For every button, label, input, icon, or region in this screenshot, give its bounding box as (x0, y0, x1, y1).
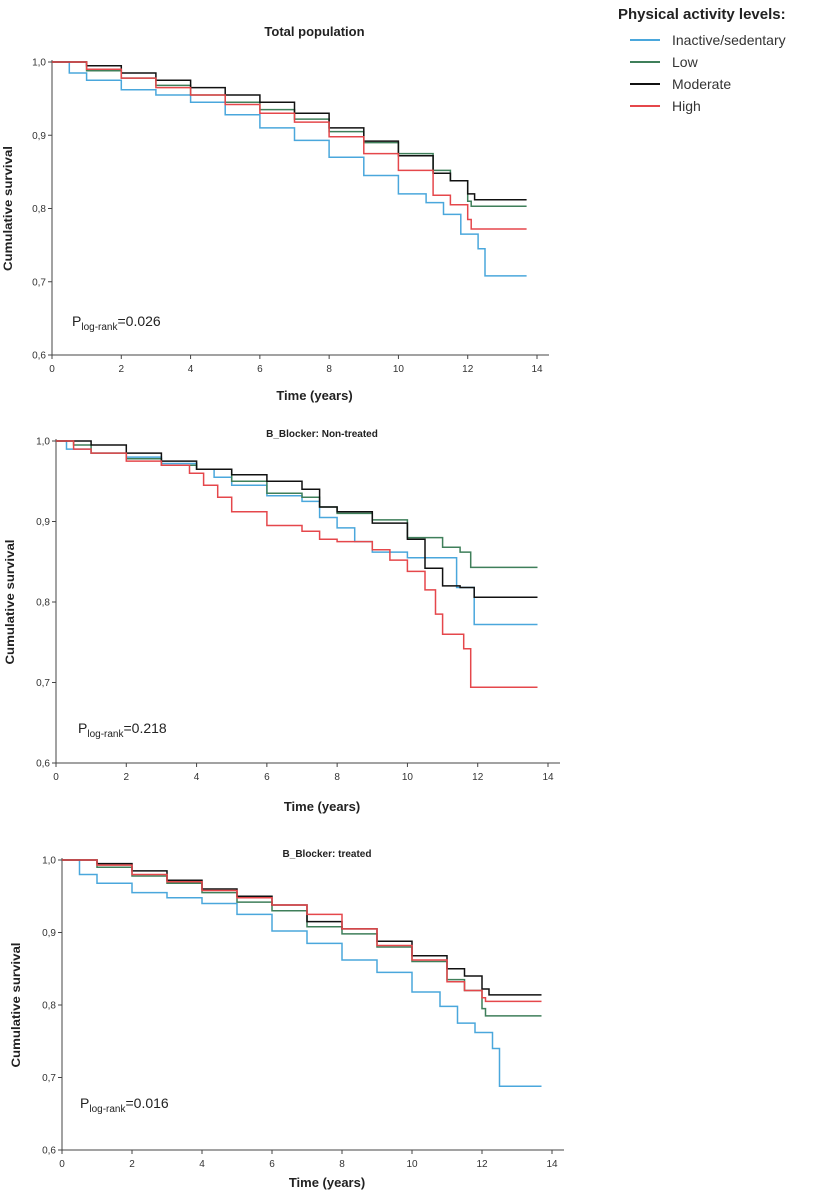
p-subscript: log-rank (89, 1104, 126, 1115)
y-tick-label: 0,7 (36, 678, 50, 689)
y-tick-label: 0,9 (32, 131, 46, 142)
p-value: =0.016 (125, 1095, 168, 1111)
legend-item-high: High (612, 95, 826, 117)
legend-item-moderate: Moderate (612, 73, 826, 95)
chart-panel-3: B_Blocker: treated 0 2 4 6 8 10 12 14 0,6 0,7 0,8 0,… (9, 849, 564, 1190)
legend-item-inactive: Inactive/sedentary (612, 29, 826, 51)
x-axis-label: Time (years) (276, 388, 352, 403)
chart-panel-2: B_Blocker: Non-treated 0 2 4 6 8 10 12 14 0,6 0,7 0… (3, 429, 560, 814)
x-tick-label: 10 (393, 364, 405, 375)
series-line-inactive-sedentary (52, 61, 527, 277)
chart-title: B_Blocker: Non-treated (266, 429, 378, 440)
y-tick-label: 1,0 (36, 437, 50, 448)
series-line-low (62, 859, 542, 1017)
x-tick-label: 6 (269, 1159, 275, 1170)
y-tick-label: 0,6 (42, 1146, 56, 1157)
x-tick-label: 12 (476, 1159, 488, 1170)
x-tick-label: 10 (402, 772, 414, 783)
x-tick-label: 8 (334, 772, 340, 783)
x-tick-label: 12 (462, 364, 474, 375)
legend-item-low: Low (612, 51, 826, 73)
p-subscript: log-rank (87, 729, 124, 740)
y-tick-label: 0,8 (42, 1001, 56, 1012)
series-line-high (56, 440, 538, 689)
chart-title: Total population (264, 24, 364, 39)
legend-label: High (672, 98, 701, 114)
y-tick-label: 0,7 (32, 277, 46, 288)
series-line-high (62, 859, 542, 1003)
y-tick-label: 0,8 (36, 598, 50, 609)
x-tick-label: 0 (53, 772, 59, 783)
series-line-moderate (52, 61, 527, 201)
legend-label: Low (672, 54, 698, 70)
legend-swatch (630, 39, 660, 41)
series-line-high (52, 61, 527, 230)
p-value-annotation: Plog-rank=0.218 (78, 720, 167, 740)
x-tick-label: 0 (49, 364, 55, 375)
p-subscript: log-rank (81, 322, 118, 333)
y-axis-label: Cumulative survival (9, 943, 23, 1068)
legend-swatch (630, 83, 660, 85)
x-tick-label: 0 (59, 1159, 65, 1170)
y-tick-label: 0,9 (36, 517, 50, 528)
series-line-low (56, 440, 538, 569)
x-tick-label: 14 (531, 364, 543, 375)
x-tick-label: 4 (188, 364, 194, 375)
p-letter: P (80, 1095, 89, 1111)
x-tick-label: 14 (542, 772, 554, 783)
legend-swatch (630, 105, 660, 107)
x-tick-label: 4 (194, 772, 200, 783)
legend-label: Moderate (672, 76, 732, 92)
y-tick-label: 1,0 (42, 856, 56, 867)
series-line-inactive-sedentary (62, 859, 542, 1087)
x-tick-label: 14 (546, 1159, 558, 1170)
x-tick-label: 8 (326, 364, 332, 375)
y-tick-label: 0,8 (32, 204, 46, 215)
x-tick-label: 2 (119, 364, 125, 375)
chart-title: B_Blocker: treated (283, 849, 372, 860)
series-line-inactive-sedentary (56, 440, 538, 626)
x-tick-label: 10 (406, 1159, 418, 1170)
p-letter: P (78, 720, 87, 736)
legend-label: Inactive/sedentary (672, 32, 786, 48)
y-axis-label: Cumulative survival (3, 540, 17, 665)
legend: Physical activity levels: Inactive/seden… (612, 6, 826, 117)
y-tick-label: 1,0 (32, 58, 46, 69)
series-line-low (52, 61, 527, 208)
legend-title: Physical activity levels: (618, 6, 786, 23)
x-tick-label: 2 (124, 772, 130, 783)
x-tick-label: 6 (257, 364, 263, 375)
x-tick-label: 12 (472, 772, 484, 783)
y-tick-label: 0,7 (42, 1073, 56, 1084)
y-tick-label: 0,9 (42, 928, 56, 939)
p-value: =0.218 (123, 720, 166, 736)
y-tick-label: 0,6 (32, 351, 46, 362)
chart-panel-1: Total population 0 2 4 6 8 10 12 14 0,6 0,7 0,8 0,9 1… (1, 24, 549, 403)
x-tick-label: 4 (199, 1159, 205, 1170)
x-axis-label: Time (years) (289, 1175, 365, 1190)
series-line-moderate (56, 440, 538, 598)
p-value-annotation: Plog-rank=0.026 (72, 313, 161, 333)
y-tick-label: 0,6 (36, 759, 50, 770)
x-tick-label: 6 (264, 772, 270, 783)
series-line-moderate (62, 859, 542, 996)
p-value-annotation: Plog-rank=0.016 (80, 1095, 169, 1115)
x-tick-label: 8 (339, 1159, 345, 1170)
x-tick-label: 2 (129, 1159, 135, 1170)
p-value: =0.026 (117, 313, 160, 329)
p-letter: P (72, 313, 81, 329)
legend-swatch (630, 61, 660, 63)
y-axis-label: Cumulative survival (1, 146, 15, 271)
x-axis-label: Time (years) (284, 799, 360, 814)
